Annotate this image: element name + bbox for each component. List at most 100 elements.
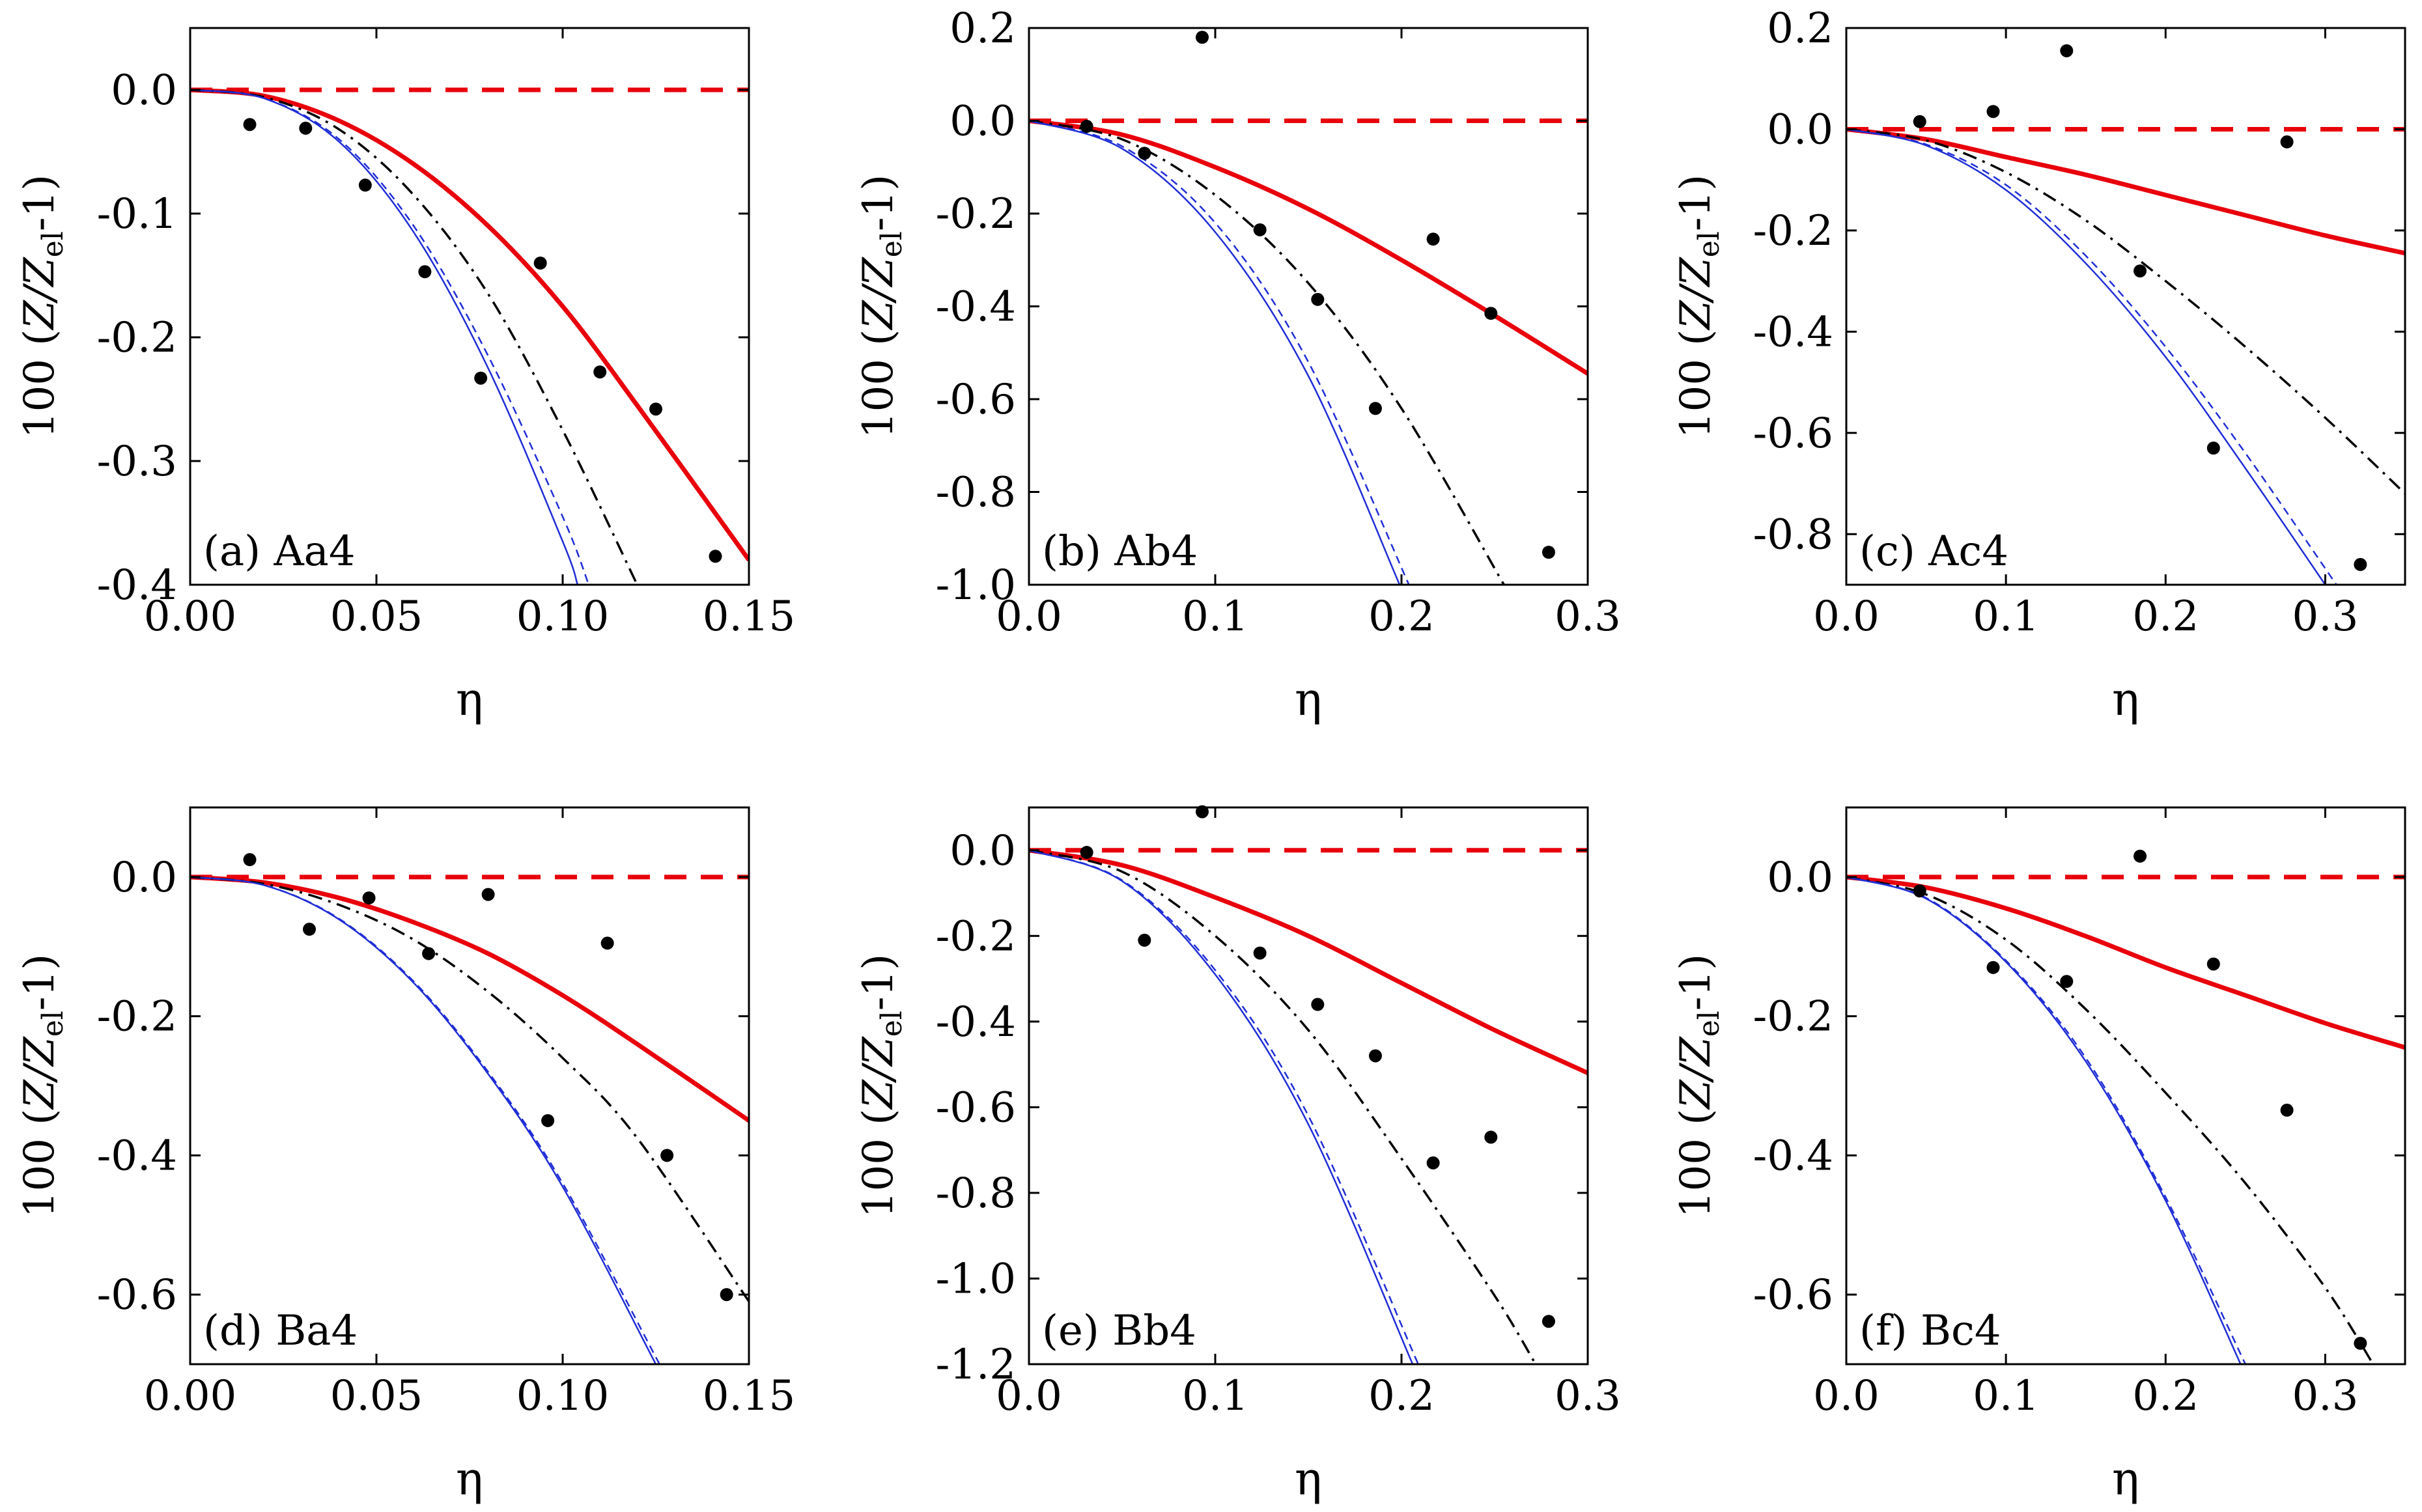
x-tick-label: 0.15 <box>703 593 796 641</box>
series-blue-dashed <box>1029 120 1410 585</box>
x-tick-label: 0.3 <box>2292 1372 2359 1420</box>
y-tick-label: -0.2 <box>1753 993 1833 1041</box>
series-blue-dashed <box>1846 128 2337 585</box>
y-tick-label: -0.4 <box>936 283 1016 331</box>
x-tick-label: 0.10 <box>516 593 610 641</box>
data-point <box>660 1149 674 1162</box>
panel-0: 0.00 0.05 0.10 0.15 0.0 -0.1 -0.2 -0.3 -0.4 η 100 … <box>16 27 796 726</box>
y-axis-label: 100 (Z/Zel-1) <box>1672 175 1726 438</box>
data-point <box>1195 805 1209 819</box>
data-point <box>2133 849 2147 863</box>
series-red-solid <box>190 875 749 1123</box>
panel-label: (b) Ab4 <box>1042 527 1198 576</box>
y-tick-label: -0.2 <box>97 993 177 1041</box>
y-tick-label: -0.6 <box>936 376 1016 424</box>
data-point <box>2354 1336 2367 1350</box>
series-blue-dashed <box>190 876 660 1364</box>
data-point <box>2280 135 2294 148</box>
series-blue-dashed <box>1846 876 2246 1364</box>
x-tick-label: 0.1 <box>1973 1372 2039 1420</box>
data-point <box>1542 546 1555 559</box>
data-point <box>1080 846 1093 860</box>
y-tick-label: -0.8 <box>936 1169 1016 1218</box>
data-point <box>418 265 432 279</box>
plot-frame <box>1028 27 1589 586</box>
x-tick-label: 0.0 <box>996 593 1062 641</box>
y-tick-label: 0.0 <box>111 854 177 902</box>
series-red-solid <box>1029 119 1588 376</box>
data-point <box>1253 223 1267 236</box>
data-point <box>1138 147 1151 160</box>
panel-label: (f) Bc4 <box>1859 1307 2001 1355</box>
data-point <box>1311 998 1325 1011</box>
series-red-solid <box>1846 126 2405 256</box>
x-tick-label: 0.2 <box>1368 1372 1435 1420</box>
y-axis-label: 100 (Z/Zel-1) <box>1672 954 1726 1218</box>
y-axis-label: 100 (Z/Zel-1) <box>854 954 908 1218</box>
x-axis-label: η <box>1295 1452 1322 1505</box>
y-tick-label: -0.6 <box>936 1084 1016 1132</box>
series-blue-solid <box>190 89 579 585</box>
data-point <box>1311 292 1325 306</box>
panel-2: 0.0 0.1 0.2 0.3 0.2 0.0 -0.2 -0.4 -0.6 -0.8 η 100 (… <box>1672 5 2406 726</box>
data-point <box>299 121 313 135</box>
data-point <box>1542 1315 1555 1328</box>
data-point <box>358 178 372 192</box>
data-point <box>481 888 495 901</box>
x-tick-label: 0.0 <box>1813 1372 1880 1420</box>
y-axis-label: 100 (Z/Zel-1) <box>16 954 70 1218</box>
x-axis-label: η <box>2112 1452 2139 1505</box>
data-point <box>2060 975 2074 988</box>
data-point <box>1080 120 1093 133</box>
x-tick-label: 0.10 <box>516 1372 610 1420</box>
x-tick-label: 0.0 <box>1813 593 1880 641</box>
panel-label: (a) Aa4 <box>203 527 356 576</box>
y-tick-label: -0.6 <box>1753 1271 1833 1319</box>
data-point <box>1368 402 1382 415</box>
x-axis-label: η <box>1295 673 1322 726</box>
y-tick-label: 0.0 <box>950 98 1016 146</box>
y-tick-label: 0.0 <box>1767 854 1833 902</box>
data-point <box>720 1288 733 1302</box>
series-black-dashdot <box>1846 876 2374 1364</box>
x-tick-label: 0.05 <box>330 1372 423 1420</box>
x-axis-label: η <box>2112 673 2139 726</box>
y-tick-label: -0.4 <box>936 998 1016 1046</box>
data-point <box>709 550 722 563</box>
plot-frame <box>1845 806 2406 1365</box>
y-tick-label: -0.2 <box>936 912 1016 960</box>
y-tick-label: 0.0 <box>111 66 177 115</box>
y-tick-label: -0.4 <box>97 561 177 609</box>
y-axis-label: 100 (Z/Zel-1) <box>854 175 908 438</box>
data-point <box>1253 946 1267 960</box>
plot-frame <box>1028 806 1589 1365</box>
y-tick-label: -0.2 <box>1753 207 1833 255</box>
data-point <box>1426 232 1440 246</box>
y-tick-label: -1.0 <box>936 561 1016 609</box>
data-point <box>1484 1130 1498 1144</box>
data-point <box>474 371 488 385</box>
data-point <box>600 936 614 950</box>
panel-5: 0.0 0.1 0.2 0.3 0.0 -0.2 -0.4 -0.6 η 100 (Z/Zel-1… <box>1672 806 2406 1505</box>
data-point <box>243 853 257 867</box>
panel-label: (d) Ba4 <box>203 1307 358 1355</box>
y-axis-label: 100 (Z/Zel-1) <box>16 175 70 438</box>
x-tick-label: 0.1 <box>1973 593 2039 641</box>
series-black-dashdot <box>1029 849 1537 1364</box>
series-blue-solid <box>1029 849 1414 1364</box>
data-point <box>2060 44 2074 57</box>
data-point <box>593 365 607 379</box>
x-tick-label: 0.00 <box>144 1372 237 1420</box>
x-tick-label: 0.2 <box>1368 593 1435 641</box>
x-tick-label: 0.2 <box>2132 1372 2199 1420</box>
series-black-dashdot <box>1029 119 1505 585</box>
y-tick-label: 0.2 <box>950 5 1016 53</box>
data-point <box>1913 115 1926 128</box>
data-point <box>1368 1049 1382 1063</box>
y-tick-label: -0.4 <box>1753 308 1833 356</box>
series-blue-solid <box>1846 128 2326 585</box>
panel-label: (c) Ac4 <box>1859 527 2008 576</box>
data-point <box>362 891 376 904</box>
data-point <box>2280 1103 2294 1117</box>
